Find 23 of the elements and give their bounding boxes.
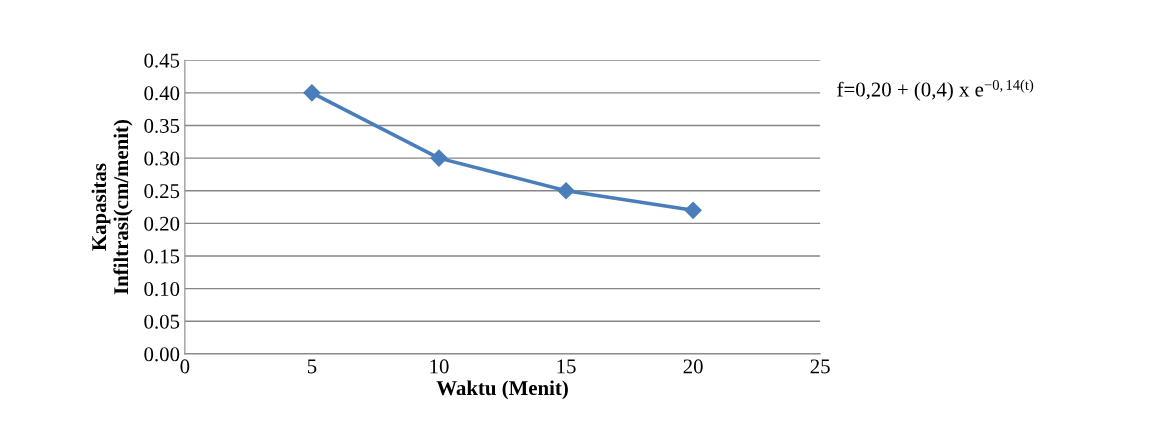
y-tick-label: 0.15 (144, 249, 180, 264)
x-tick-label: 20 (683, 359, 703, 374)
y-tick-label: 0.40 (144, 86, 180, 101)
point (557, 182, 575, 200)
x-tick-label: 0 (180, 359, 190, 374)
y-tick-label: 0.10 (144, 282, 180, 297)
y-tick-label: 0.20 (144, 216, 180, 231)
point (430, 149, 448, 167)
x-tick-label: 5 (307, 359, 317, 374)
y-tick-label: 0.30 (144, 151, 180, 166)
y-tick-label: 0.25 (144, 184, 180, 199)
y-tick-label: 0.00 (144, 347, 180, 362)
x-tick-label: 15 (557, 359, 576, 374)
y-tick-label: 0.35 (144, 118, 180, 133)
x-axis-title: Waktu (Menit) (436, 380, 568, 400)
x-tick-label: 10 (430, 359, 449, 374)
x-tick-label: 25 (810, 359, 830, 374)
point (684, 201, 702, 219)
y-tick-label: 0.45 (144, 53, 180, 68)
y-axis-title: Kapasitas Infiltrasi(cm/menit) (91, 120, 133, 295)
text: f=0,20 + (0,4) x e$^{−0,14(t)}$ (837, 79, 1034, 101)
point (303, 84, 321, 102)
y-tick-label: 0.05 (144, 314, 180, 329)
